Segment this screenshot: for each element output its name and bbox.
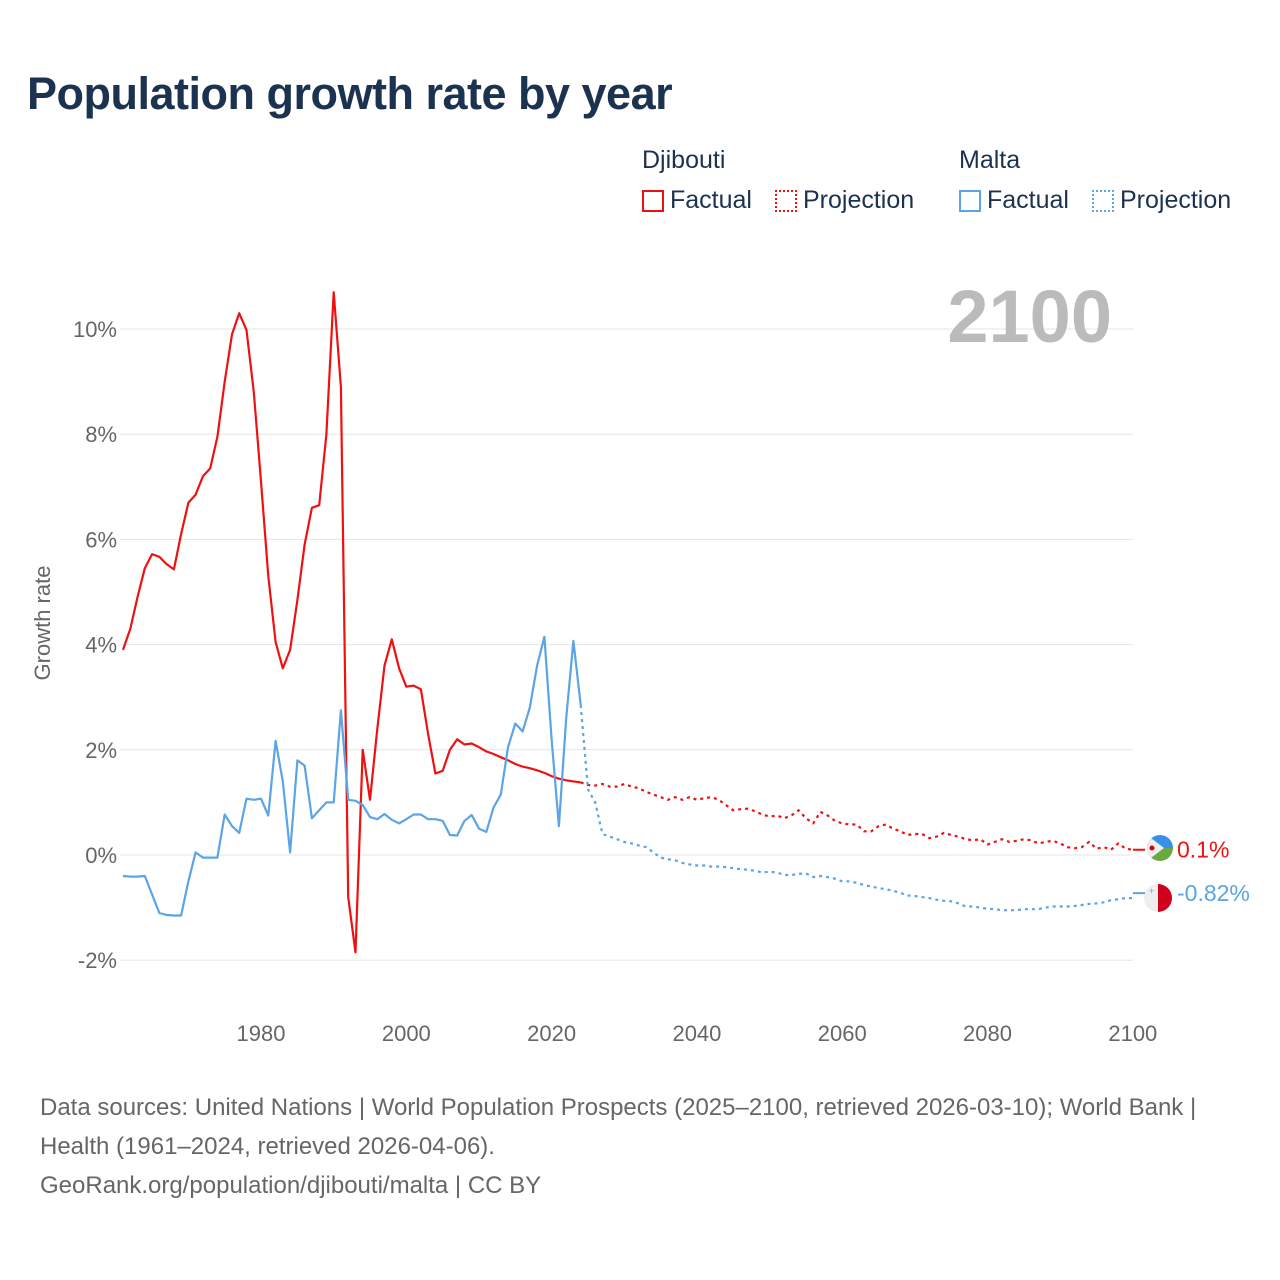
x-tick-label: 1980 xyxy=(237,1021,286,1046)
svg-text:+: + xyxy=(1149,886,1154,896)
y-axis-label: Growth rate xyxy=(30,566,55,681)
x-tick-label: 2080 xyxy=(963,1021,1012,1046)
y-tick-label: 10% xyxy=(73,317,117,342)
y-tick-label: -2% xyxy=(78,948,117,973)
series-line-malta-projection xyxy=(579,705,1133,912)
data-sources: Data sources: United Nations | World Pop… xyxy=(40,1094,1197,1160)
legend-label: Factual xyxy=(670,186,752,214)
series-line-malta-factual xyxy=(122,635,582,917)
legend-label: Factual xyxy=(987,186,1069,214)
legend-malta-projection[interactable]: Projection xyxy=(1092,186,1231,215)
legend-label: Projection xyxy=(803,186,915,214)
series-line-djibouti-factual xyxy=(121,291,581,954)
legend-swatch-solid xyxy=(959,189,981,212)
x-tick-label: 2060 xyxy=(818,1021,867,1046)
legend-swatch-dotted xyxy=(775,189,797,212)
source-note: Data sources: United Nations | World Pop… xyxy=(40,1088,1240,1205)
chart-title: Population growth rate by year xyxy=(27,68,673,119)
djibouti-flag-icon xyxy=(1147,835,1173,861)
x-tick-label: 2020 xyxy=(527,1021,576,1046)
legend-djibouti-projection[interactable]: Projection xyxy=(775,186,914,215)
end-label-malta: -0.82% xyxy=(1177,880,1250,906)
legend-country-malta: Malta xyxy=(959,146,1021,174)
end-label-djibouti: 0.1% xyxy=(1177,837,1229,863)
year-display: 2100 xyxy=(947,275,1112,358)
legend-country-djibouti: Djibouti xyxy=(642,146,726,174)
legend-swatch-solid xyxy=(642,189,664,212)
x-tick-label: 2000 xyxy=(382,1021,431,1046)
malta-flag-icon: + xyxy=(1144,884,1172,912)
x-tick-label: 2100 xyxy=(1108,1021,1157,1046)
y-tick-label: 8% xyxy=(85,422,117,447)
legend-malta-factual[interactable]: Factual xyxy=(959,186,1069,215)
attribution-link[interactable]: GeoRank.org/population/djibouti/malta | … xyxy=(40,1172,542,1199)
y-tick-label: 2% xyxy=(85,738,117,763)
y-tick-label: 0% xyxy=(85,843,117,868)
y-tick-label: 6% xyxy=(85,527,117,552)
plot-area: -2% 0% 2% 4% 6% 8% 10% 1980 2000 2020 2040 2060 2080… xyxy=(30,275,1250,1046)
series-line-djibouti-projection xyxy=(580,781,1133,851)
y-tick-label: 4% xyxy=(85,633,117,658)
legend-label: Projection xyxy=(1120,186,1232,214)
x-tick-label: 2040 xyxy=(672,1021,721,1046)
legend-swatch-dotted xyxy=(1092,189,1114,212)
legend-djibouti-factual[interactable]: Factual xyxy=(642,186,752,215)
